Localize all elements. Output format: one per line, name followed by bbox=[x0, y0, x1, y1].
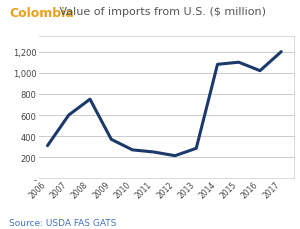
Text: Source: USDA FAS GATS: Source: USDA FAS GATS bbox=[9, 218, 116, 227]
Text: Colombia: Colombia bbox=[9, 7, 74, 20]
Text: Value of imports from U.S. ($ million): Value of imports from U.S. ($ million) bbox=[56, 7, 266, 17]
